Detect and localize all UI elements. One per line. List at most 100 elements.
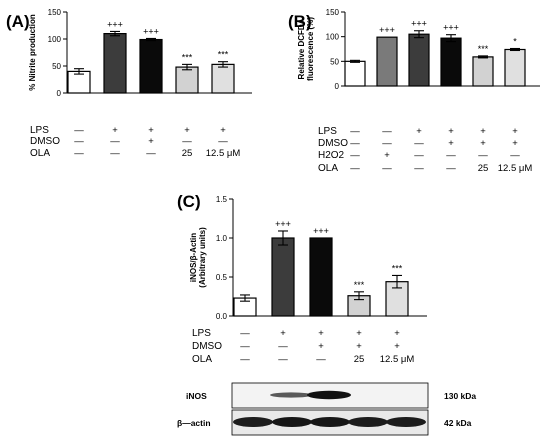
condition-cell: 12.5 μM [206, 148, 241, 159]
condition-cell: — [240, 328, 250, 339]
y-tick-label: 150 [48, 8, 62, 17]
chart-panel-b: (B) 0 50 100 150 Relative DCFDAfluorescence (… [288, 8, 540, 174]
condition-cell: + [280, 328, 286, 339]
actin-band-lane5 [386, 417, 426, 427]
condition-label-dmso: DMSO [318, 138, 348, 149]
condition-cell: + [356, 328, 362, 339]
y-tick-label: 0.5 [216, 273, 228, 282]
condition-cell: + [448, 138, 454, 149]
condition-cell: — [446, 150, 456, 161]
condition-cell: — [316, 354, 326, 365]
western-blot: iNOS β—actin 130 kDa 42 kDa [177, 382, 476, 436]
significance-2: +++ [379, 25, 395, 35]
condition-cell: + [148, 125, 154, 136]
panel-label: (B) [288, 12, 312, 31]
significance-4: *** [182, 52, 193, 62]
condition-cell: — [74, 125, 84, 136]
condition-cell: — [110, 148, 120, 159]
y-tick-label: 0 [57, 89, 62, 98]
condition-label-lps: LPS [192, 328, 211, 339]
actin-bands [233, 417, 426, 427]
condition-cell: + [480, 126, 486, 137]
chart-panel-c: (C) 0.0 0.5 1.0 1.5 iNOS/β-Actin(Arbitrary un… [177, 192, 427, 365]
y-axis-label: % Nitrite production [28, 14, 37, 91]
y-tick-label: 50 [330, 57, 339, 66]
blot-label-inos: iNOS [186, 391, 207, 401]
significance-5: *** [218, 50, 229, 60]
y-tick-label: 1.0 [216, 234, 228, 243]
bar-3 [408, 33, 430, 87]
condition-cell: — [278, 354, 288, 365]
y-tick-label: 0 [335, 82, 340, 91]
significance-6: * [513, 37, 517, 47]
condition-cell: — [478, 150, 488, 161]
condition-cell: 25 [478, 163, 489, 174]
condition-cell: — [278, 341, 288, 352]
actin-band-lane1 [233, 417, 273, 427]
condition-cell: + [394, 341, 400, 352]
significance-4: +++ [443, 23, 459, 33]
y-axis-label: iNOS/β-Actin(Arbitrary units) [189, 227, 207, 288]
y-axis-label-line: % Nitrite production [28, 14, 37, 91]
condition-cell: 25 [354, 354, 365, 365]
condition-cell: — [350, 138, 360, 149]
blot-label-actin: β—actin [177, 418, 211, 428]
condition-cell: — [382, 126, 392, 137]
condition-label-ola: OLA [192, 354, 212, 365]
condition-cell: — [110, 136, 120, 147]
condition-cell: + [448, 126, 454, 137]
y-tick-label: 50 [52, 62, 61, 71]
condition-cell: — [240, 354, 250, 365]
y-axis-label: Relative DCFDAfluorescence (%) [297, 17, 315, 81]
condition-cell: + [112, 125, 118, 136]
significance-2: +++ [275, 219, 291, 229]
condition-cell: — [350, 163, 360, 174]
condition-cell: + [416, 126, 422, 137]
significance-4: *** [354, 280, 365, 290]
bar-2 [103, 32, 127, 94]
significance-3: +++ [411, 19, 427, 29]
condition-cell: — [446, 163, 456, 174]
condition-label-h2o2: H2O2 [318, 150, 345, 161]
condition-cell: — [414, 138, 424, 149]
y-tick-label: 1.5 [216, 195, 228, 204]
y-tick-label: 0.0 [216, 312, 228, 321]
condition-cell: 12.5 μM [498, 163, 533, 174]
condition-cell: + [512, 138, 518, 149]
condition-cell: — [146, 148, 156, 159]
condition-label-ola: OLA [318, 163, 338, 174]
actin-band-lane2 [272, 417, 312, 427]
condition-label-ola: OLA [30, 148, 50, 159]
significance-5: *** [478, 44, 489, 54]
condition-cell: + [318, 341, 324, 352]
bar-4 [440, 37, 462, 87]
condition-cell: + [384, 150, 390, 161]
condition-cell: — [382, 163, 392, 174]
condition-cell: + [148, 136, 154, 147]
condition-cell: — [350, 150, 360, 161]
bar-1 [344, 60, 366, 87]
actin-band-lane4 [348, 417, 388, 427]
condition-label-lps: LPS [318, 126, 337, 137]
condition-cell: + [318, 328, 324, 339]
bar-4 [175, 66, 199, 94]
bar-5 [472, 56, 494, 87]
condition-cell: 25 [182, 148, 193, 159]
blot-size-actin: 42 kDa [444, 418, 472, 428]
y-axis-label-line: (Arbitrary units) [198, 227, 207, 288]
bar-3 [309, 237, 333, 317]
condition-cell: + [356, 341, 362, 352]
condition-cell: — [182, 136, 192, 147]
condition-cell: — [218, 136, 228, 147]
bar-3 [139, 38, 163, 94]
inos-bands [270, 390, 351, 400]
actin-band-lane3 [310, 417, 350, 427]
significance-3: +++ [143, 26, 159, 36]
y-tick-label: 100 [48, 35, 62, 44]
condition-label-dmso: DMSO [192, 341, 222, 352]
y-tick-label: 100 [326, 33, 340, 42]
condition-cell: — [74, 148, 84, 159]
condition-cell: — [74, 136, 84, 147]
